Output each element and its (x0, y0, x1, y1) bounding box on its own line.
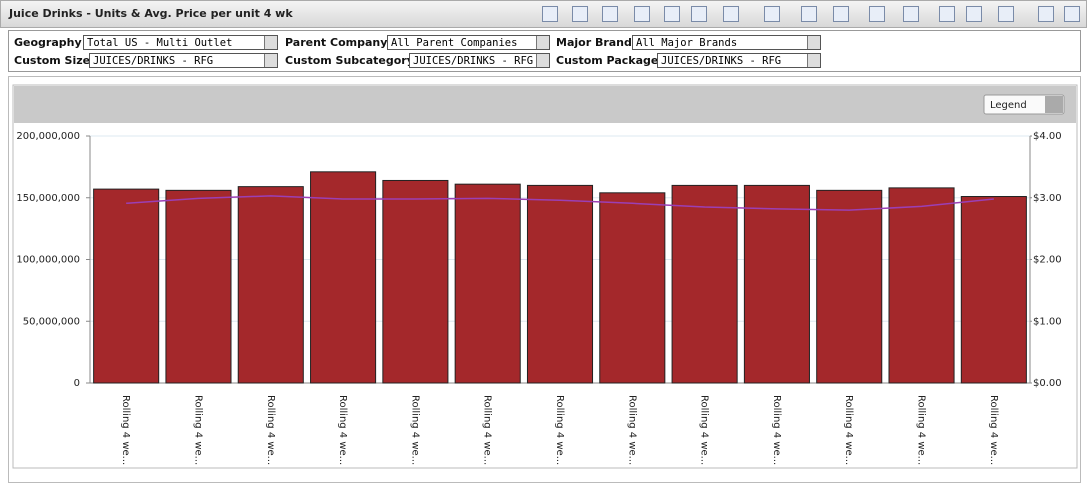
toolbar-button[interactable] (1038, 6, 1054, 22)
toolbar-button[interactable] (998, 6, 1014, 22)
filter-label: Geography (14, 36, 82, 49)
toolbar-button[interactable] (664, 6, 680, 22)
bar (960, 196, 1027, 384)
toolbar-button[interactable] (634, 6, 650, 22)
y-tick-label: 0 (74, 378, 80, 389)
y2-tick-label: $2.00 (1033, 255, 1062, 266)
toolbar-button[interactable] (723, 6, 739, 22)
bar (165, 189, 232, 384)
toolbar-button[interactable] (572, 6, 588, 22)
filter-select[interactable]: Total US - Multi Outlet (83, 35, 278, 50)
legend-button-label[interactable]: Legend (990, 100, 1027, 111)
x-tick-label: Rolling 4 we... (554, 395, 565, 465)
x-tick-label: Rolling 4 we... (337, 395, 348, 465)
x-tick-label: Rolling 4 we... (916, 395, 927, 465)
filter-panel: Geography Total US - Multi Outlet Parent C… (8, 30, 1081, 72)
window-title: Juice Drinks - Units & Avg. Price per un… (9, 7, 293, 20)
bar (743, 184, 810, 384)
y-tick-label: 200,000,000 (16, 131, 80, 142)
x-tick-label: Rolling 4 we... (843, 395, 854, 465)
x-tick-label: Rolling 4 we... (192, 395, 203, 465)
filter-select[interactable]: All Parent Companies (387, 35, 550, 50)
title-bar: Juice Drinks - Units & Avg. Price per un… (0, 0, 1087, 28)
y2-tick-label: $3.00 (1033, 193, 1062, 204)
bar (526, 184, 594, 384)
bar (888, 187, 955, 384)
filter-select[interactable]: All Major Brands (632, 35, 821, 50)
x-tick-label: Rolling 4 we... (482, 395, 493, 465)
filter-select[interactable]: JUICES/DRINKS - RFG (89, 53, 278, 68)
toolbar-button[interactable] (1064, 6, 1080, 22)
bar (454, 183, 521, 384)
legend-arrow[interactable] (1045, 96, 1063, 113)
bar (816, 189, 883, 384)
filter-label: Custom Subcategory (285, 54, 414, 67)
filter-select[interactable]: JUICES/DRINKS - RFG (409, 53, 550, 68)
x-tick-label: Rolling 4 we... (409, 395, 420, 465)
toolbar-button[interactable] (869, 6, 885, 22)
toolbar-button[interactable] (691, 6, 707, 22)
x-tick-label: Rolling 4 we... (771, 395, 782, 465)
legend-button[interactable] (983, 94, 1065, 115)
toolbar-button[interactable] (939, 6, 955, 22)
filter-label: Custom Size (14, 54, 91, 67)
filter-label: Parent Company (285, 36, 388, 49)
toolbar-button[interactable] (801, 6, 817, 22)
chart-panel (8, 76, 1081, 483)
toolbar-button[interactable] (903, 6, 919, 22)
x-tick-label: Rolling 4 we... (626, 395, 637, 465)
y-tick-label: 150,000,000 (16, 193, 80, 204)
bar (237, 186, 304, 384)
y-tick-label: 100,000,000 (16, 255, 80, 266)
bar (599, 192, 666, 384)
x-tick-label: Rolling 4 we... (988, 395, 999, 465)
y2-tick-label: $0.00 (1033, 378, 1062, 389)
filter-label: Custom Package (556, 54, 659, 67)
filter-select[interactable]: JUICES/DRINKS - RFG (657, 53, 821, 68)
y-tick-label: 50,000,000 (23, 316, 80, 327)
line (126, 195, 994, 211)
bar (93, 188, 160, 384)
filter-label: Major Brand (556, 36, 632, 49)
toolbar-button[interactable] (833, 6, 849, 22)
y2-tick-label: $4.00 (1033, 131, 1062, 142)
bar (310, 171, 377, 384)
chart-header (14, 86, 1076, 123)
x-tick-label: Rolling 4 we... (699, 395, 710, 465)
bar (382, 179, 449, 384)
x-tick-label: Rolling 4 we... (120, 395, 131, 465)
toolbar-button[interactable] (542, 6, 558, 22)
toolbar-button[interactable] (966, 6, 982, 22)
x-tick-label: Rolling 4 we... (265, 395, 276, 465)
bar (671, 184, 738, 384)
toolbar-button[interactable] (764, 6, 780, 22)
y2-tick-label: $1.00 (1033, 316, 1062, 327)
toolbar-button[interactable] (602, 6, 618, 22)
